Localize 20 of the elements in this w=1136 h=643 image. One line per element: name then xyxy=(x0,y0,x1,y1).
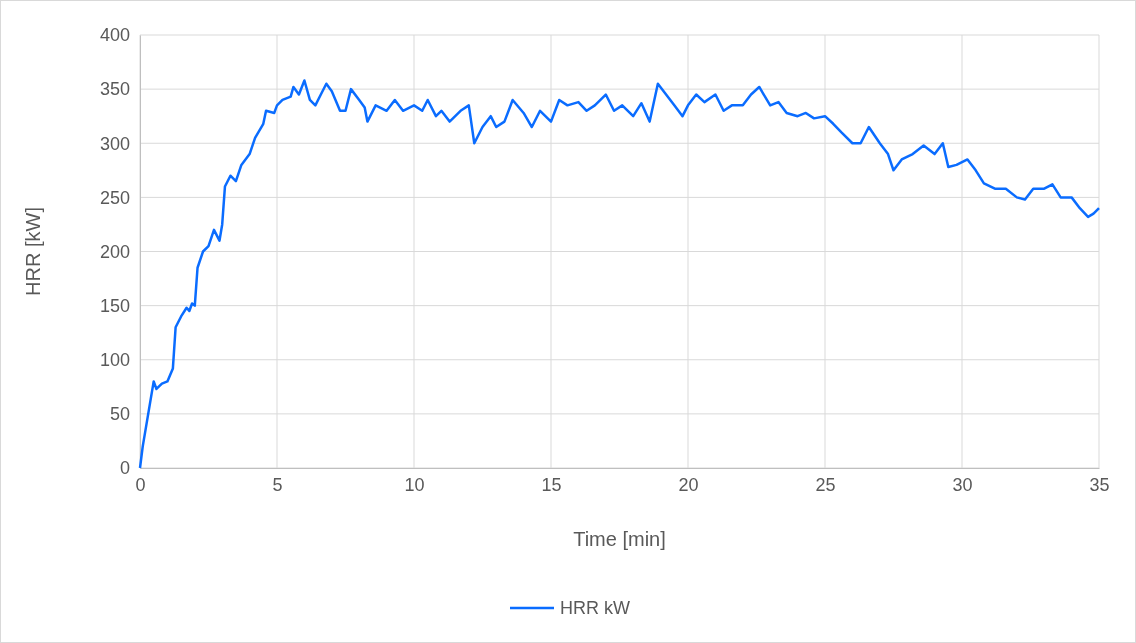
y-tick-label: 50 xyxy=(109,404,130,425)
y-axis-title: HRR [kW] xyxy=(22,207,44,296)
y-tick-label: 200 xyxy=(99,241,130,262)
y-tick-label: 300 xyxy=(99,133,130,154)
x-axis-title: Time [min] xyxy=(573,528,666,550)
x-tick-label: 0 xyxy=(135,474,146,495)
x-tick-label: 35 xyxy=(1089,474,1110,495)
x-tick-label: 10 xyxy=(404,474,425,495)
y-tick-label: 150 xyxy=(99,295,130,316)
x-tick-label: 15 xyxy=(541,474,562,495)
x-tick-label: 30 xyxy=(952,474,973,495)
x-tick-label: 20 xyxy=(678,474,699,495)
y-tick-label: 400 xyxy=(99,25,130,46)
y-tick-label: 100 xyxy=(99,350,130,371)
y-tick-label: 250 xyxy=(99,187,130,208)
x-tick-label: 25 xyxy=(815,474,836,495)
y-tick-label: 350 xyxy=(99,79,130,100)
x-tick-label: 5 xyxy=(272,474,283,495)
legend-label: HRR kW xyxy=(560,598,630,618)
y-tick-label: 0 xyxy=(119,458,130,479)
